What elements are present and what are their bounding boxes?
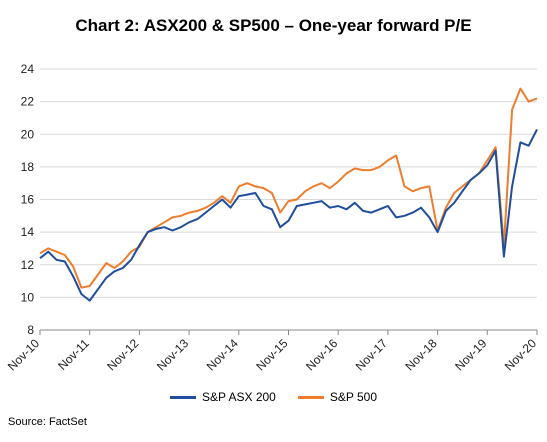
- x-tick-label: Nov-19: [452, 336, 489, 373]
- y-tick-label: 24: [21, 62, 35, 76]
- legend-item-sp500: S&P 500: [297, 390, 377, 404]
- legend-swatch-sp500: [297, 395, 324, 399]
- legend: S&P ASX 200 S&P 500: [0, 390, 547, 404]
- x-tick-label: Nov-12: [104, 336, 141, 373]
- grid-lines: [40, 68, 537, 331]
- legend-swatch-asx200: [170, 395, 196, 399]
- y-tick-label: 12: [21, 258, 35, 272]
- x-tick-label: Nov-18: [402, 336, 439, 373]
- y-tick-label: 22: [21, 95, 35, 109]
- x-tick-label: Nov-16: [303, 336, 340, 373]
- x-tick-label: Nov-13: [154, 336, 191, 373]
- legend-label-sp500: S&P 500: [329, 390, 377, 404]
- series-line-sp500: [39, 87, 538, 289]
- legend-item-asx200: S&P ASX 200: [170, 390, 276, 404]
- y-tick-label: 14: [21, 225, 35, 239]
- y-tick-label: 20: [21, 127, 35, 141]
- source-note: Source: FactSet: [8, 416, 87, 428]
- y-tick-label: 10: [21, 290, 35, 304]
- x-tick-label: Nov-17: [353, 336, 390, 373]
- series-line-asx200: [39, 128, 538, 302]
- y-axis-ticks: 8 10 12 14 16 18 20 22 24: [21, 62, 35, 337]
- x-tick-label: Nov-11: [55, 336, 92, 373]
- legend-label-asx200: S&P ASX 200: [202, 390, 276, 404]
- y-tick-label: 16: [21, 193, 35, 207]
- x-axis: Nov-10 Nov-11 Nov-12 Nov-13 Nov-14 Nov-15 Nov-…: [5, 329, 539, 373]
- series-lines: [39, 87, 538, 302]
- x-tick-label: Nov-20: [502, 336, 539, 373]
- chart-title: Chart 2: ASX200 & SP500 – One-year forwa…: [75, 16, 472, 35]
- x-tick-label: Nov-14: [204, 336, 241, 373]
- y-tick-label: 8: [27, 323, 34, 337]
- y-tick-label: 18: [21, 160, 35, 174]
- x-tick-label: Nov-15: [253, 336, 290, 373]
- x-tick-label: Nov-10: [5, 336, 42, 373]
